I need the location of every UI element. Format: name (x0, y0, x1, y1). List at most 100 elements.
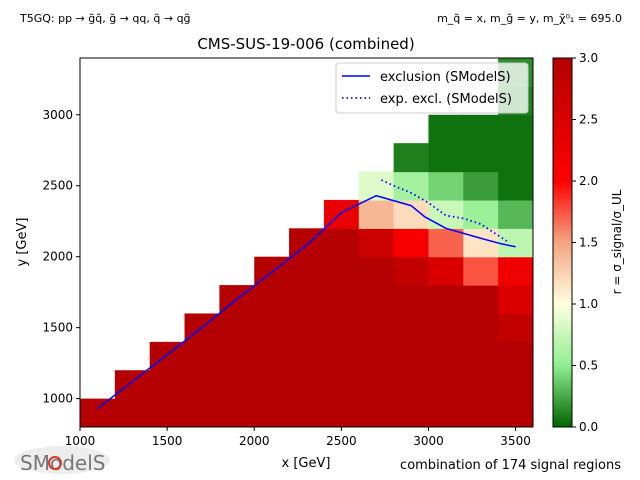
heatmap-cell (219, 398, 255, 427)
heatmap-cell (463, 143, 499, 173)
y-tick-label: 1000 (42, 392, 73, 406)
heatmap-cell (428, 313, 464, 343)
legend-box (335, 62, 529, 114)
heatmap-cell (219, 341, 255, 371)
colorbar-tick-label: 2.0 (579, 174, 598, 188)
heatmap-cell (428, 341, 464, 371)
heatmap-cell (428, 143, 464, 173)
heatmap-cell (323, 256, 360, 286)
process-label: T5GQ: pp → g̃q̃, g̃ → qq, q̃ → qg̃ (19, 12, 191, 25)
heatmap-cell (498, 171, 533, 201)
heatmap-cell (498, 143, 533, 173)
heatmap-cell (393, 341, 430, 371)
heatmap-cell (498, 341, 533, 371)
heatmap-cell (498, 199, 533, 229)
chart-title: CMS-SUS-19-006 (combined) (197, 35, 414, 53)
y-tick-label: 2500 (42, 179, 73, 193)
exclusion-curves (96, 179, 516, 410)
y-tick-label: 3000 (42, 108, 73, 122)
heatmap-cell (393, 256, 430, 286)
heatmap-cell (498, 228, 533, 258)
heatmap-cell (463, 313, 499, 343)
colorbar-tick-label: 1.0 (579, 297, 598, 311)
heatmap-cell (323, 313, 360, 343)
heatmap-cell (428, 228, 464, 258)
heatmap-cell (358, 285, 395, 315)
heatmap-cell (498, 398, 533, 427)
masses-label: m_q̃ = x, m_g̃ = y, m_χ̃⁰₁ = 695.0 (437, 12, 622, 25)
heatmap-cell (358, 398, 395, 427)
x-tick-label: 1500 (152, 434, 183, 448)
heatmap-cell (289, 398, 325, 427)
colorbar (552, 57, 573, 428)
heatmap-cell (358, 313, 395, 343)
heatmap-cell (323, 370, 360, 400)
heatmap-cell (393, 285, 430, 315)
heatmap-cell (463, 199, 499, 229)
heatmap-cell (428, 114, 464, 144)
heatmap-cell (428, 398, 464, 427)
heatmap-cell (358, 199, 395, 229)
heatmap-cell (393, 398, 430, 427)
heatmap-cell (254, 341, 290, 371)
heatmap-cell (463, 341, 499, 371)
plot-frame (79, 57, 534, 428)
y-axis-ticks: 1000 1500 2000 2500 3000 (42, 108, 80, 406)
heatmap-cell (498, 285, 533, 315)
heatmap-cell (393, 370, 430, 400)
legend-exclusion-label: exclusion (SModelS) (380, 70, 511, 85)
heatmap-cell (463, 398, 499, 427)
heatmap-cell (463, 171, 499, 201)
legend-expected-label: exp. excl. (SModelS) (380, 92, 512, 107)
smodels-logo: SModelS (14, 446, 110, 475)
x-axis-label: x [GeV] (282, 456, 331, 471)
heatmap-cell (323, 228, 360, 258)
heatmap-cell (149, 370, 186, 400)
heatmap-cell (323, 285, 360, 315)
heatmap-cell (149, 398, 186, 427)
heatmap-cell (463, 285, 499, 315)
colorbar-tick-label: 3.0 (579, 51, 598, 65)
heatmap-cell (428, 171, 464, 201)
heatmap-cell (358, 370, 395, 400)
x-tick-label: 2500 (326, 434, 357, 448)
y-tick-label: 1500 (42, 321, 73, 335)
signal-regions-note: combination of 174 signal regions (400, 458, 621, 473)
x-axis-ticks: 1000 1500 2000 2500 3000 3500 (65, 427, 531, 448)
heatmap-cell (323, 341, 360, 371)
colorbar-tick-label: 0.5 (579, 359, 598, 373)
heatmap-cell (393, 199, 430, 229)
heatmap-cell (184, 341, 220, 371)
heatmap-cell (254, 285, 290, 315)
colorbar-ticks: 0.0 0.5 1.0 1.5 2.0 2.5 3.0 (572, 51, 598, 434)
x-tick-label: 2000 (239, 434, 270, 448)
heatmap-cell (289, 313, 325, 343)
heatmap-cell (149, 341, 186, 371)
heatmap-cell (428, 199, 464, 229)
heatmap-cell (289, 341, 325, 371)
heatmap-cell (254, 370, 290, 400)
heatmap-cell (219, 370, 255, 400)
heatmap-cell (428, 256, 464, 286)
heatmap-cell (463, 228, 499, 258)
heatmap-cell (219, 313, 255, 343)
exclusion-line (96, 194, 516, 410)
heatmap-cell (498, 114, 533, 144)
heatmap-cell (498, 313, 533, 343)
heatmap-cell (358, 228, 395, 258)
heatmap-cell (393, 143, 430, 173)
heatmap-cell (289, 370, 325, 400)
heatmap-cells (80, 58, 533, 427)
heatmap-cell (114, 398, 151, 427)
heatmap-cell (463, 114, 499, 144)
y-tick-label: 2000 (42, 250, 73, 264)
heatmap-cell (393, 228, 430, 258)
colorbar-tick-label: 2.5 (579, 113, 598, 127)
heatmap-cell (463, 370, 499, 400)
heatmap-cell (428, 370, 464, 400)
x-tick-label: 3500 (500, 434, 531, 448)
heatmap-cell (323, 398, 360, 427)
heatmap-cell (463, 256, 499, 286)
x-tick-label: 1000 (65, 434, 96, 448)
